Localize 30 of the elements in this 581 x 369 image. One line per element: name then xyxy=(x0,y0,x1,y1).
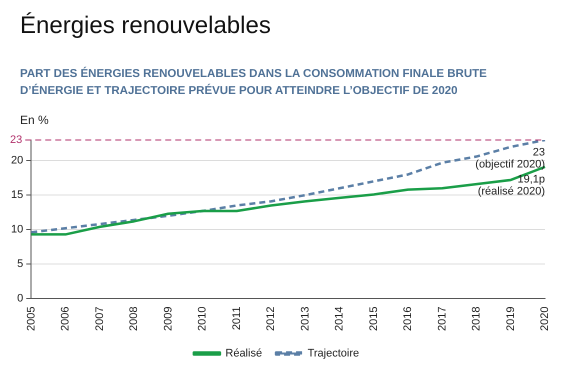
chart-subtitle: PART DES ÉNERGIES RENOUVELABLES DANS LA CONSOMMATION FINALE BRUTE D’ÉNERGIE ET TRAJECTOIRE PRÉVUE POUR ATTEINDRE L’OBJECTIF DE 2020 xyxy=(20,66,488,99)
legend-label: Trajectoire xyxy=(308,348,360,360)
x-tick-label: 2016 xyxy=(402,306,414,332)
x-tick-label: 2006 xyxy=(60,306,72,332)
x-tick-label: 2011 xyxy=(230,306,243,330)
chart-title: Énergies renouvelables xyxy=(20,12,271,40)
y-axis-title: En % xyxy=(20,113,50,127)
x-tick-label: 2014 xyxy=(334,306,346,332)
x-tick-label: 2019 xyxy=(504,306,517,332)
x-tick-label: 2020 xyxy=(539,306,552,332)
x-tick-label: 2017 xyxy=(436,306,448,332)
x-tick-label: 2010 xyxy=(196,306,209,332)
x-tick-label: 2008 xyxy=(128,306,140,332)
x-tick-label: 2005 xyxy=(25,306,38,332)
x-tick-label: 2018 xyxy=(470,306,483,332)
x-tick-label: 2013 xyxy=(299,306,312,332)
y-tick-label: 0 xyxy=(17,292,24,305)
y-tick-label: 10 xyxy=(10,224,24,236)
y-tick-label: 15 xyxy=(10,189,24,202)
x-tick-label: 2009 xyxy=(162,306,174,332)
annotation: 19,1p (réalisé 2020) xyxy=(478,173,545,198)
annotation: 23 (objectif 2020) xyxy=(475,146,545,171)
x-tick-label: 2012 xyxy=(265,306,278,332)
y-tick-label: 5 xyxy=(17,258,24,270)
ref-line-label: 23 xyxy=(10,134,22,146)
x-tick-label: 2007 xyxy=(94,306,106,332)
legend-label: Réalisé xyxy=(225,348,262,360)
x-tick-label: 2015 xyxy=(368,306,380,332)
line-series xyxy=(30,140,546,234)
y-tick-label: 20 xyxy=(10,154,24,167)
